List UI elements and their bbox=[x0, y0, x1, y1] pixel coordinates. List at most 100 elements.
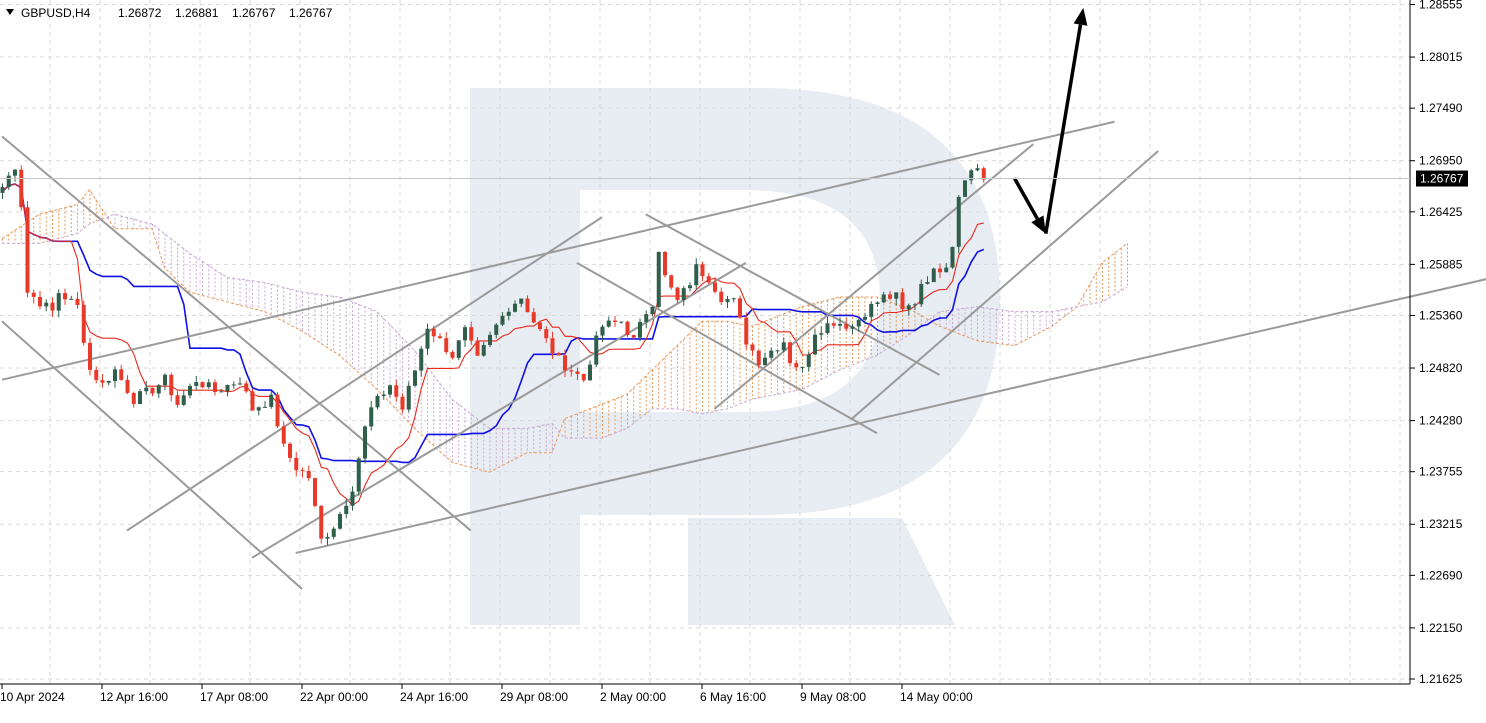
candle-body bbox=[413, 370, 417, 386]
candle-body bbox=[688, 285, 692, 289]
candle-body bbox=[563, 355, 567, 371]
candle-body bbox=[875, 302, 880, 304]
forecast-arrows bbox=[1012, 7, 1088, 234]
brand-watermark bbox=[470, 88, 1000, 625]
candle-body bbox=[219, 391, 224, 393]
candle-body bbox=[500, 315, 505, 325]
candle-body bbox=[856, 319, 861, 327]
candle-body bbox=[831, 323, 836, 326]
candle-body bbox=[213, 382, 217, 392]
header-low: 1.26767 bbox=[232, 6, 276, 20]
candle-body bbox=[438, 336, 442, 339]
candle-body bbox=[50, 302, 55, 311]
price-tick-label: 1.22150 bbox=[1419, 621, 1463, 635]
candle-body bbox=[94, 369, 99, 381]
price-tick-label: 1.25885 bbox=[1419, 257, 1463, 271]
price-tick-label: 1.28555 bbox=[1419, 0, 1463, 12]
candle-body bbox=[100, 380, 105, 383]
candle-body bbox=[338, 514, 342, 529]
candle-body bbox=[38, 296, 42, 307]
candle-body bbox=[356, 458, 361, 492]
candle-body bbox=[531, 312, 536, 323]
kijun-sen-line bbox=[1, 183, 985, 464]
candle-body bbox=[519, 298, 524, 304]
candle-body bbox=[738, 298, 742, 318]
candle-body bbox=[150, 387, 155, 394]
candle-body bbox=[788, 342, 792, 364]
candle-body bbox=[400, 396, 405, 410]
candle-body bbox=[881, 294, 886, 303]
watermark-logo-leg bbox=[688, 518, 955, 625]
candle-body bbox=[156, 385, 161, 394]
candle-body bbox=[31, 292, 36, 297]
candle-body bbox=[488, 334, 492, 346]
candle-body bbox=[331, 528, 336, 537]
price-tick-label: 1.23755 bbox=[1419, 465, 1463, 479]
candle-body bbox=[350, 491, 355, 506]
time-tick-label: 6 May 16:00 bbox=[700, 690, 766, 704]
candle-body bbox=[200, 382, 205, 388]
candle-body bbox=[675, 287, 680, 301]
candle-body bbox=[250, 391, 255, 411]
candle-body bbox=[556, 353, 561, 356]
candle-body bbox=[763, 357, 767, 366]
candle-body bbox=[169, 374, 174, 396]
price-tick-label: 1.22690 bbox=[1419, 568, 1463, 582]
candle-body bbox=[306, 471, 311, 479]
indicator-lines bbox=[1, 183, 985, 507]
candle-body bbox=[56, 293, 61, 311]
header-open: 1.26872 bbox=[118, 6, 162, 20]
candle-body bbox=[525, 298, 530, 313]
price-tick-label: 1.28015 bbox=[1419, 50, 1463, 64]
time-tick-label: 29 Apr 08:00 bbox=[500, 690, 568, 704]
candle-body bbox=[606, 320, 611, 327]
trend-line bbox=[1, 135, 472, 532]
candle-body bbox=[481, 345, 486, 356]
candle-body bbox=[106, 380, 111, 383]
candle-body bbox=[538, 322, 542, 330]
price-tick-label: 1.21625 bbox=[1419, 672, 1463, 686]
time-axis: 10 Apr 2024 12 Apr 16:00 17 Apr 08:00 22 Ap… bbox=[0, 684, 973, 704]
candle-body bbox=[256, 407, 261, 411]
price-axis: 1.28555 1.28015 1.27490 1.26950 1.26425 1.258… bbox=[1410, 0, 1463, 686]
candle-body bbox=[900, 292, 905, 310]
candle-body bbox=[138, 391, 142, 404]
candle-body bbox=[575, 371, 580, 374]
time-tick-label: 17 Apr 08:00 bbox=[200, 690, 268, 704]
candle-body bbox=[931, 268, 936, 283]
candle-body bbox=[431, 328, 436, 337]
candle-body bbox=[513, 303, 517, 312]
candle-body bbox=[638, 321, 642, 338]
candle-body bbox=[838, 323, 842, 326]
candle-body bbox=[369, 407, 374, 427]
candle-body bbox=[419, 348, 424, 371]
time-tick-label: 2 May 00:00 bbox=[600, 690, 666, 704]
candle-body bbox=[631, 335, 636, 338]
trend-line bbox=[851, 150, 1159, 420]
candle-body bbox=[319, 505, 324, 539]
symbol-dropdown-icon[interactable] bbox=[6, 9, 14, 15]
candle-body bbox=[275, 394, 280, 427]
candle-body bbox=[131, 392, 136, 404]
candle-body bbox=[69, 298, 74, 300]
candle-body bbox=[981, 168, 986, 180]
candle-body bbox=[63, 293, 67, 300]
candle-body bbox=[325, 536, 330, 539]
ichimoku-cloud bbox=[1, 189, 1128, 473]
candle-body bbox=[125, 379, 130, 393]
candle-body bbox=[75, 298, 80, 306]
candle-body bbox=[969, 170, 974, 181]
candle-body bbox=[569, 370, 574, 372]
candle-body bbox=[363, 426, 367, 459]
candle-body bbox=[663, 252, 667, 276]
time-tick-label: 22 Apr 00:00 bbox=[300, 690, 368, 704]
candle-body bbox=[294, 457, 299, 471]
current-price-box bbox=[1416, 170, 1468, 187]
price-tick-label: 1.23215 bbox=[1419, 517, 1463, 531]
candle-body bbox=[344, 505, 349, 515]
current-price-marker: 1.26767 bbox=[0, 170, 1468, 187]
candle-body bbox=[975, 168, 980, 171]
candle-body bbox=[819, 333, 824, 335]
